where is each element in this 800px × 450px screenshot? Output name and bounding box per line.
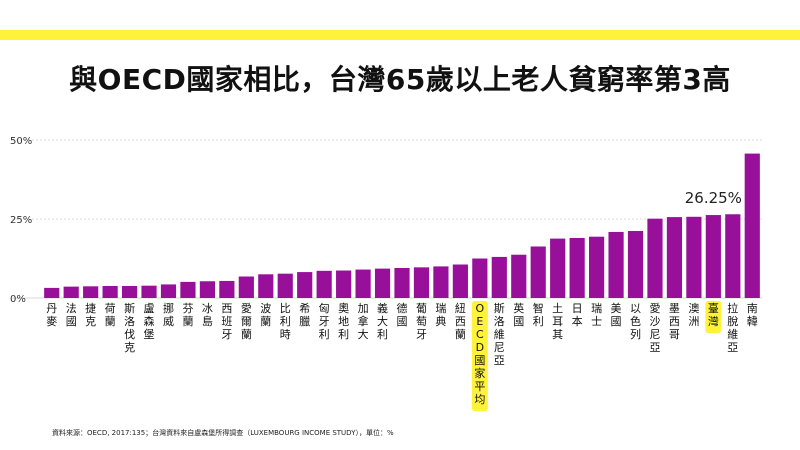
bar (160, 284, 177, 298)
y-tick-label: 0% (10, 294, 26, 305)
bar (530, 246, 546, 298)
x-tick-label: 斯洛維尼亞 (494, 302, 505, 367)
x-tick-label: O E C D 國家平均 (474, 302, 485, 406)
x-tick-label: 臺灣 (708, 301, 719, 328)
x-tick-label: 荷蘭 (105, 302, 116, 328)
x-tick-label: 波蘭 (260, 302, 271, 328)
x-tick-label: 瑞典 (435, 301, 446, 328)
bar (180, 281, 196, 298)
bar (413, 267, 430, 298)
bar (744, 153, 760, 298)
x-tick-label: 墨西哥 (669, 302, 680, 341)
x-tick-label: 挪威 (163, 301, 174, 328)
x-tick-label: 斯洛伐克 (124, 302, 135, 354)
x-tick-label: 冰島 (202, 302, 213, 328)
bar (102, 285, 118, 298)
bar (258, 274, 274, 298)
x-tick-label: 愛沙尼亞 (649, 302, 660, 354)
x-tick-label: 葡萄牙 (416, 302, 427, 341)
bar (686, 216, 702, 298)
x-tick-label: 澳洲 (688, 302, 699, 328)
x-tick-label: 智利 (533, 301, 544, 328)
bar (647, 218, 663, 298)
page-title: 與OECD國家相比，台灣65歲以上老人貧窮率第3高 (69, 63, 731, 96)
bar (394, 267, 410, 298)
x-tick-label: 西班牙 (221, 302, 232, 341)
x-tick-label: 以色列 (630, 302, 641, 341)
x-tick-label: 愛爾蘭 (241, 302, 252, 341)
bar (277, 273, 293, 298)
bar (297, 272, 313, 298)
bar (199, 281, 215, 298)
bar (63, 286, 79, 298)
bar (725, 214, 741, 298)
x-tick-label: 盧森堡 (144, 301, 155, 341)
x-tick-label: 捷克 (85, 301, 96, 328)
bar (83, 286, 99, 298)
bar (374, 268, 391, 298)
x-tick-label: 美國 (611, 302, 622, 328)
highlight-box (705, 301, 722, 333)
x-tick-label: 德國 (397, 301, 408, 328)
bar (491, 256, 507, 298)
bar (452, 264, 468, 298)
y-tick-label: 50% (10, 136, 32, 147)
bar (511, 254, 527, 298)
x-tick-label: 加拿大 (358, 302, 369, 341)
bar (550, 238, 566, 298)
x-tick-label: 希臘 (299, 301, 310, 328)
x-tick-label: 丹麥 (46, 302, 57, 328)
y-tick-label: 25% (10, 215, 32, 226)
x-tick-label: 南韓 (747, 302, 758, 328)
x-tick-label: 土耳其 (552, 302, 563, 341)
x-tick-label: 義大利 (377, 301, 388, 341)
x-tick-label: 匈牙利 (319, 301, 330, 341)
bar (219, 280, 235, 298)
bar (141, 285, 157, 298)
x-tick-label: 瑞士 (591, 301, 602, 328)
bar (336, 270, 352, 298)
x-tick-label: 日本 (572, 302, 583, 328)
data-label-annotation: 26.25% (685, 189, 742, 207)
x-tick-label: 英國 (513, 301, 524, 328)
bar (44, 287, 60, 298)
highlight-box (471, 301, 488, 411)
bar (666, 217, 683, 298)
source-note: 資料來源：OECD, 2017:135；台灣資料來自盧森堡所得調查（LUXEMB… (52, 429, 394, 437)
bar (589, 236, 605, 298)
x-tick-label: 比利時 (280, 302, 291, 341)
bar (433, 266, 449, 298)
x-tick-label: 奧地利 (338, 302, 349, 341)
x-tick-label: 法國 (66, 301, 77, 328)
x-tick-label: 拉脫維亞 (727, 301, 738, 354)
x-tick-label: 紐西蘭 (455, 302, 466, 341)
bar (355, 269, 371, 298)
bar (472, 258, 488, 298)
bar (316, 270, 332, 298)
bar (627, 231, 644, 298)
bar (705, 215, 721, 298)
bar (238, 276, 254, 298)
x-tick-label: 芬蘭 (182, 302, 193, 328)
bar (608, 231, 624, 298)
bar (121, 285, 138, 298)
bar (569, 237, 585, 298)
top-accent-band (0, 30, 800, 40)
